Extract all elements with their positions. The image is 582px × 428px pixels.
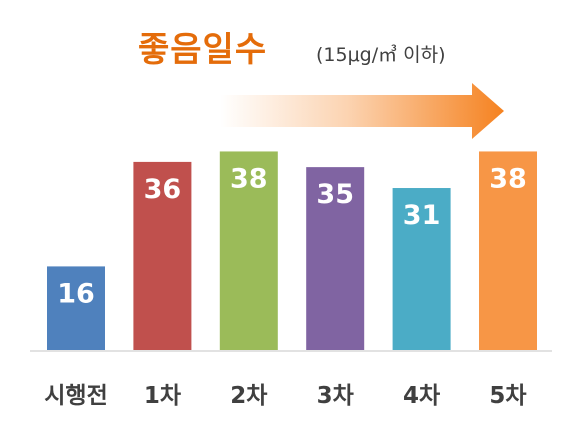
bar-0 bbox=[47, 266, 105, 350]
bar-1 bbox=[133, 161, 192, 350]
chart-title: 좋음일수 bbox=[138, 30, 268, 70]
bar-value-label-4: 31 bbox=[403, 200, 441, 231]
chart-subtitle: (15μg/㎥ 이하) bbox=[316, 44, 446, 66]
x-tick-label-4: 4차 bbox=[403, 383, 440, 409]
x-tick-label-3: 3차 bbox=[317, 383, 354, 409]
x-tick-label-1: 1차 bbox=[144, 383, 181, 409]
bar-2 bbox=[219, 151, 278, 350]
x-tick-label-2: 2차 bbox=[230, 383, 267, 409]
bar-value-label-1: 36 bbox=[144, 174, 182, 205]
bar-5 bbox=[479, 151, 537, 350]
bar-value-label-5: 38 bbox=[489, 163, 527, 194]
bar-value-label-2: 38 bbox=[230, 163, 268, 194]
x-tick-label-5: 5차 bbox=[489, 383, 526, 409]
bar-4 bbox=[392, 188, 451, 350]
bar-value-label-3: 35 bbox=[316, 179, 354, 210]
x-tick-label-0: 시행전 bbox=[44, 383, 107, 409]
bar-3 bbox=[306, 167, 365, 350]
bar-value-label-0: 16 bbox=[57, 278, 95, 309]
trend-arrow-icon bbox=[220, 83, 504, 139]
